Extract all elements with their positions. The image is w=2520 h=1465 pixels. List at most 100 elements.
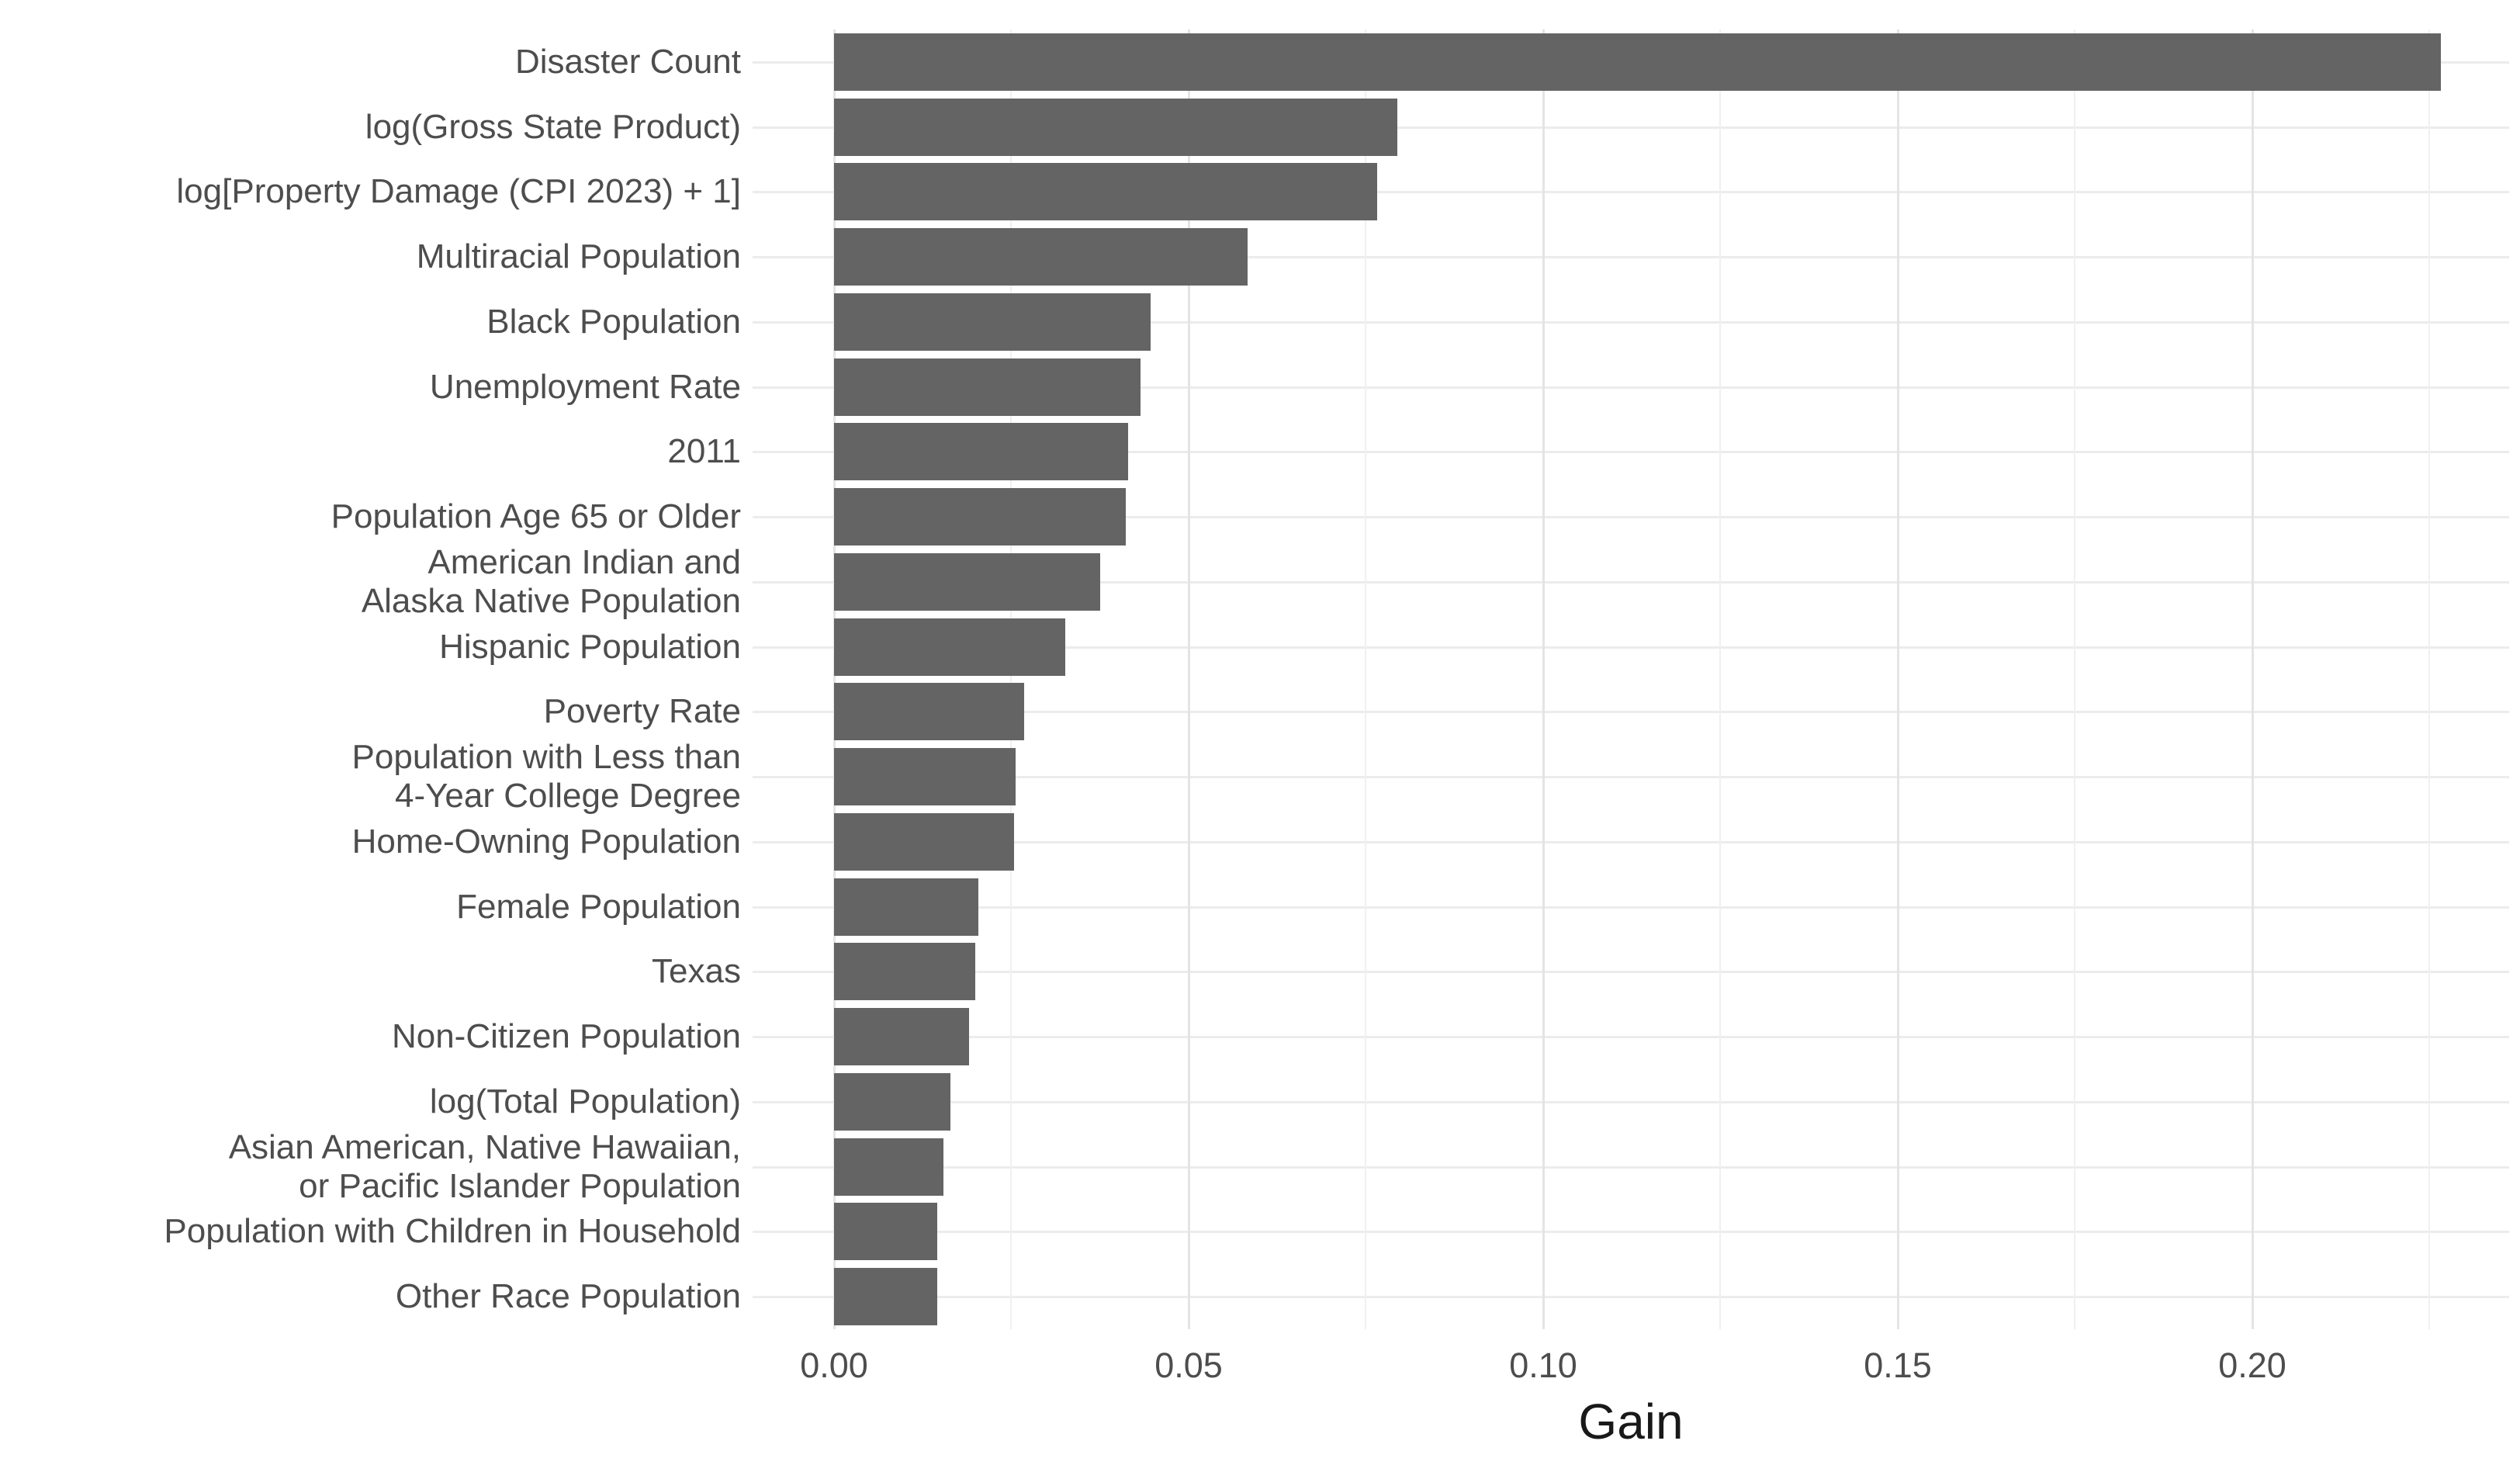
row-gridline <box>753 1296 2509 1299</box>
category-label: Texas <box>0 952 741 991</box>
bar <box>834 878 978 936</box>
category-label-line: Unemployment Rate <box>429 368 741 406</box>
category-label-line: Population with Less than <box>351 738 741 776</box>
category-label: Female Population <box>0 888 741 926</box>
row-gridline <box>753 711 2509 714</box>
bar <box>834 618 1065 676</box>
category-label-line: Female Population <box>456 888 741 926</box>
row-gridline <box>753 971 2509 974</box>
x-tick-label: 0.10 <box>1509 1346 1577 1385</box>
category-label: Unemployment Rate <box>0 368 741 407</box>
row-gridline <box>753 191 2509 194</box>
bar <box>834 683 1024 740</box>
row-gridline <box>753 256 2509 259</box>
x-tick-label: 0.00 <box>800 1346 868 1385</box>
category-label-line: Asian American, Native Hawaiian, <box>228 1128 741 1166</box>
row-gridline <box>753 1036 2509 1039</box>
bar <box>834 813 1014 871</box>
category-label: log[Property Damage (CPI 2023) + 1] <box>0 172 741 211</box>
bar <box>834 1008 969 1065</box>
category-label: Hispanic Population <box>0 628 741 667</box>
category-label-line: Hispanic Population <box>439 628 741 666</box>
category-label: Disaster Count <box>0 43 741 81</box>
category-label-line: Other Race Population <box>395 1277 741 1315</box>
x-major-gridline <box>1542 29 1545 1329</box>
category-label: Black Population <box>0 303 741 341</box>
row-gridline <box>753 320 2509 324</box>
x-minor-gridline <box>1365 29 1367 1329</box>
bar <box>834 423 1128 480</box>
row-gridline <box>753 1100 2509 1103</box>
category-label-line: Black Population <box>486 303 741 341</box>
category-label: log(Gross State Product) <box>0 108 741 147</box>
row-gridline <box>753 451 2509 454</box>
x-major-gridline <box>1187 29 1190 1329</box>
category-label-line: 2011 <box>667 432 741 470</box>
category-label: Multiracial Population <box>0 237 741 276</box>
row-gridline <box>753 1165 2509 1169</box>
row-gridline <box>753 580 2509 584</box>
bar <box>834 1203 937 1260</box>
row-gridline <box>753 646 2509 649</box>
category-label: Other Race Population <box>0 1277 741 1316</box>
bar <box>834 553 1100 611</box>
row-gridline <box>753 1231 2509 1234</box>
bar <box>834 358 1141 416</box>
category-label: American Indian and Alaska Native Populat… <box>0 543 741 621</box>
x-tick-label: 0.15 <box>1864 1346 1932 1385</box>
category-label-line: log(Total Population) <box>429 1082 741 1120</box>
bar <box>834 488 1126 545</box>
category-label-line: Disaster Count <box>514 43 741 81</box>
bar <box>834 228 1248 286</box>
x-minor-gridline <box>1010 29 1012 1329</box>
category-label-line: Multiracial Population <box>416 237 741 275</box>
bar <box>834 293 1151 351</box>
category-label: Population with Less than 4-Year College … <box>0 738 741 816</box>
category-label-line: 4-Year College Degree <box>395 777 741 815</box>
row-gridline <box>753 126 2509 129</box>
x-tick-label: 0.20 <box>2218 1346 2286 1385</box>
x-minor-gridline <box>2428 29 2431 1329</box>
category-label-line: log[Property Damage (CPI 2023) + 1] <box>176 172 741 210</box>
row-gridline <box>753 906 2509 909</box>
category-label: Population with Children in Household <box>0 1212 741 1251</box>
plot-panel <box>753 29 2509 1329</box>
category-label-line: Non-Citizen Population <box>391 1017 741 1055</box>
x-major-gridline <box>2251 29 2254 1329</box>
category-label: Non-Citizen Population <box>0 1017 741 1056</box>
bar <box>834 99 1397 156</box>
category-label: log(Total Population) <box>0 1082 741 1121</box>
category-label: 2011 <box>0 432 741 471</box>
x-major-gridline <box>833 29 836 1329</box>
x-minor-gridline <box>2074 29 2076 1329</box>
category-label-line: Population with Children in Household <box>164 1212 741 1250</box>
bar <box>834 1138 943 1196</box>
bar <box>834 1073 950 1131</box>
category-label: Poverty Rate <box>0 692 741 731</box>
row-gridline <box>753 516 2509 519</box>
bar <box>834 33 2441 91</box>
bar <box>834 748 1016 805</box>
bar <box>834 1268 937 1325</box>
category-label-line: Alaska Native Population <box>361 582 741 620</box>
row-gridline <box>753 776 2509 779</box>
x-minor-gridline <box>1719 29 1722 1329</box>
category-label-line: Population Age 65 or Older <box>331 497 741 535</box>
category-label: Population Age 65 or Older <box>0 497 741 536</box>
bar <box>834 163 1377 220</box>
x-axis-title: Gain <box>1578 1394 1684 1449</box>
category-label: Asian American, Native Hawaiian, or Pacif… <box>0 1128 741 1206</box>
category-label-line: Texas <box>652 952 741 990</box>
category-label-line: Poverty Rate <box>543 692 741 730</box>
bar <box>834 943 975 1000</box>
category-label-line: log(Gross State Product) <box>365 108 741 146</box>
x-tick-label: 0.05 <box>1154 1346 1223 1385</box>
category-label-line: American Indian and <box>428 543 741 581</box>
category-label: Home-Owning Population <box>0 823 741 861</box>
row-gridline <box>753 386 2509 389</box>
category-label-line: or Pacific Islander Population <box>299 1167 741 1205</box>
x-major-gridline <box>1896 29 1899 1329</box>
row-gridline <box>753 840 2509 843</box>
category-label-line: Home-Owning Population <box>351 823 741 861</box>
